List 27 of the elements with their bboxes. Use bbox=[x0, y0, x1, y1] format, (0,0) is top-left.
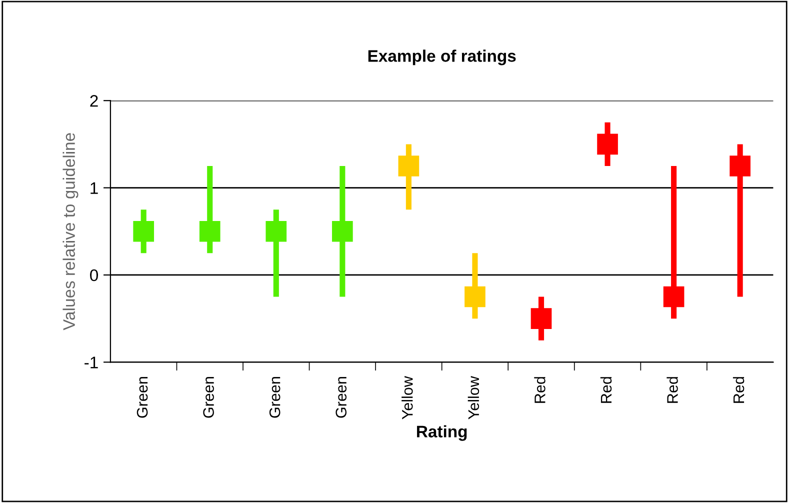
point bbox=[199, 220, 220, 242]
y-axis-title: Values relative to guideline bbox=[62, 133, 78, 330]
x-tick-label: Red bbox=[732, 377, 744, 403]
x-axis-title: Rating bbox=[417, 425, 467, 441]
x-tick-label: Red bbox=[666, 377, 678, 403]
point bbox=[663, 286, 684, 308]
point bbox=[530, 308, 552, 329]
chart-title: Example of ratings bbox=[368, 50, 516, 66]
x-tick-label: Green bbox=[336, 377, 347, 418]
y-tick-label: 2 bbox=[90, 95, 98, 107]
x-tick-label: Red bbox=[600, 377, 612, 403]
point bbox=[398, 156, 420, 176]
point bbox=[133, 220, 154, 242]
x-tick-label: Green bbox=[203, 377, 214, 418]
x-tick-label: Red bbox=[534, 377, 546, 403]
point bbox=[266, 220, 287, 242]
x-tick-label: Yellow bbox=[468, 376, 480, 420]
y-tick-label: 1 bbox=[90, 182, 98, 194]
point bbox=[730, 156, 750, 176]
x-tick-label: Green bbox=[269, 377, 280, 418]
point bbox=[597, 134, 618, 155]
y-tick-label: 0 bbox=[90, 269, 98, 282]
point bbox=[332, 220, 353, 242]
x-tick-label: Yellow bbox=[402, 376, 413, 420]
y-tick-label: -1 bbox=[84, 356, 98, 368]
point bbox=[464, 286, 486, 308]
x-tick-label: Green bbox=[136, 377, 148, 418]
